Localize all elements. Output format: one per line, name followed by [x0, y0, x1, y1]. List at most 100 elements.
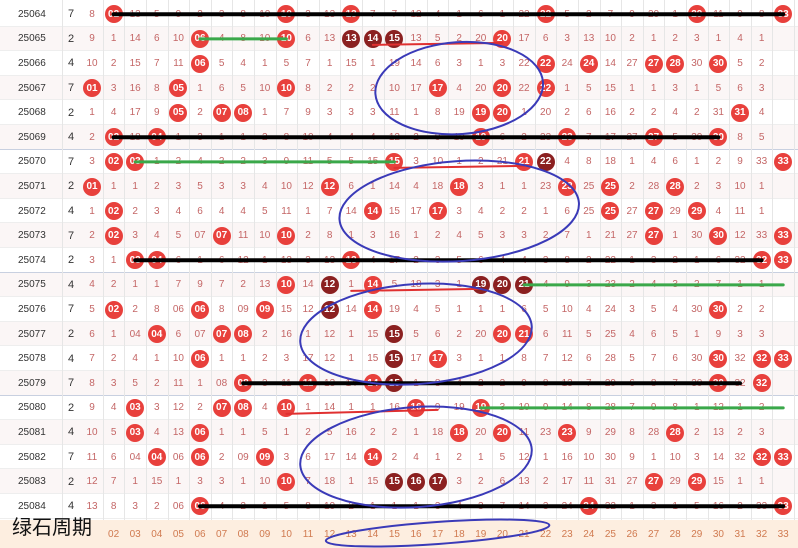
omission-value: 11 — [173, 377, 184, 389]
omission-value: 6 — [218, 254, 225, 266]
omission-value: 3 — [715, 180, 722, 192]
omission-value: 9 — [175, 8, 182, 20]
omission-value: 5 — [758, 131, 765, 143]
omission-value: 3 — [694, 451, 700, 463]
omission-value: 9 — [434, 131, 441, 143]
omission-value: 15 — [367, 353, 379, 365]
omission-value: 06 — [172, 500, 184, 512]
footer-number-row: 02 03 04 05 06 07 08 09 10 11 12 13 14 15 16 17 18 19 20 21… — [0, 520, 798, 548]
omission-value: 5 — [434, 303, 441, 315]
column-divider — [642, 0, 644, 520]
omission-value: 13 — [129, 8, 141, 20]
drawn-ball: 01 — [83, 79, 101, 98]
omission-value: 23 — [540, 426, 552, 438]
omission-value: 30 — [691, 57, 703, 69]
drawn-ball: 31 — [731, 103, 749, 122]
omission-value: 1 — [197, 254, 203, 266]
omission-value: 6 — [542, 328, 549, 340]
omission-value: 06 — [172, 303, 184, 315]
omission-value: 10 — [259, 82, 271, 94]
omission-value: 13 — [280, 254, 292, 266]
drawn-ball: 30 — [709, 300, 728, 319]
footer-number: 14 — [367, 528, 379, 540]
footer-number: 30 — [712, 528, 724, 540]
omission-value: 2 — [175, 156, 182, 168]
column-divider — [772, 0, 774, 520]
omission-value: 8 — [737, 131, 743, 143]
omission-value: 9 — [305, 107, 311, 119]
column-divider — [686, 0, 687, 520]
omission-value: 12 — [302, 180, 314, 192]
omission-value: 25 — [583, 205, 595, 217]
omission-value: 1 — [650, 33, 657, 45]
omission-value: 3 — [434, 279, 441, 291]
omission-value: 1 — [478, 353, 484, 365]
issue-number: 25074 — [18, 254, 46, 266]
omission-value: 30 — [691, 303, 703, 315]
omission-value: 10 — [259, 8, 271, 20]
omission-value: 8 — [434, 377, 441, 389]
omission-value: 6 — [715, 254, 722, 266]
omission-value: 3 — [542, 500, 549, 512]
omission-value: 6 — [218, 82, 225, 94]
row-sum: 2 — [67, 401, 75, 414]
omission-value: 6 — [305, 451, 311, 463]
issue-number: 25075 — [18, 279, 46, 291]
drawn-ball: 27 — [644, 54, 663, 73]
omission-value: 20 — [475, 33, 487, 45]
omission-value: 1 — [629, 254, 635, 266]
omission-value: 2 — [694, 279, 700, 291]
omission-value: 3 — [240, 180, 246, 192]
omission-value: 2 — [499, 205, 506, 217]
omission-value: 6 — [478, 8, 484, 20]
column-divider — [254, 0, 255, 520]
omission-value: 2 — [456, 328, 462, 340]
omission-value: 7 — [542, 353, 549, 365]
omission-value: 1 — [456, 156, 462, 168]
omission-value: 1 — [737, 279, 743, 291]
footer-number: 03 — [129, 528, 141, 540]
omission-value: 1 — [348, 328, 354, 340]
omission-value: 2 — [262, 131, 268, 143]
omission-value: 1 — [154, 156, 160, 168]
omission-value: 5 — [283, 57, 290, 69]
omission-value: 12 — [518, 451, 530, 463]
omission-value: 3 — [456, 476, 462, 488]
omission-value: 2 — [305, 426, 311, 438]
omission-value: 2 — [542, 476, 549, 488]
omission-value: 6 — [434, 57, 441, 69]
omission-value: 1 — [283, 426, 290, 438]
omission-value: 1 — [629, 156, 635, 168]
omission-value: 5 — [348, 156, 354, 168]
omission-value: 1 — [370, 402, 376, 414]
omission-value: 4 — [564, 156, 570, 168]
omission-value: 11 — [173, 57, 184, 69]
drawn-ball: 33 — [774, 226, 793, 245]
omission-value: 3 — [456, 353, 462, 365]
issue-number: 25078 — [18, 353, 46, 365]
omission-value: 1 — [110, 180, 117, 192]
omission-value: 10 — [388, 82, 400, 94]
omission-value: 2 — [110, 353, 117, 365]
omission-value: 2 — [737, 303, 743, 315]
omission-value: 2 — [586, 8, 592, 20]
omission-value: 22 — [518, 82, 530, 94]
footer-number: 32 — [756, 528, 768, 540]
drawn-ball: 28 — [666, 177, 685, 196]
issue-number: 25076 — [18, 303, 46, 315]
omission-value: 4 — [650, 156, 657, 168]
footer-number: 33 — [777, 528, 789, 540]
omission-value: 5 — [110, 426, 117, 438]
omission-value: 21 — [496, 156, 508, 168]
omission-value: 8 — [564, 254, 570, 266]
drawn-ball: 29 — [687, 472, 706, 491]
omission-value: 10 — [280, 180, 292, 192]
issue-number: 25073 — [18, 230, 46, 242]
omission-value: 07 — [194, 328, 206, 340]
omission-value: 8 — [218, 303, 225, 315]
issue-number: 25070 — [18, 156, 46, 168]
omission-value: 2 — [391, 451, 398, 463]
omission-value: 3 — [370, 107, 376, 119]
omission-value: 1 — [694, 82, 700, 94]
omission-value: 3 — [499, 57, 506, 69]
